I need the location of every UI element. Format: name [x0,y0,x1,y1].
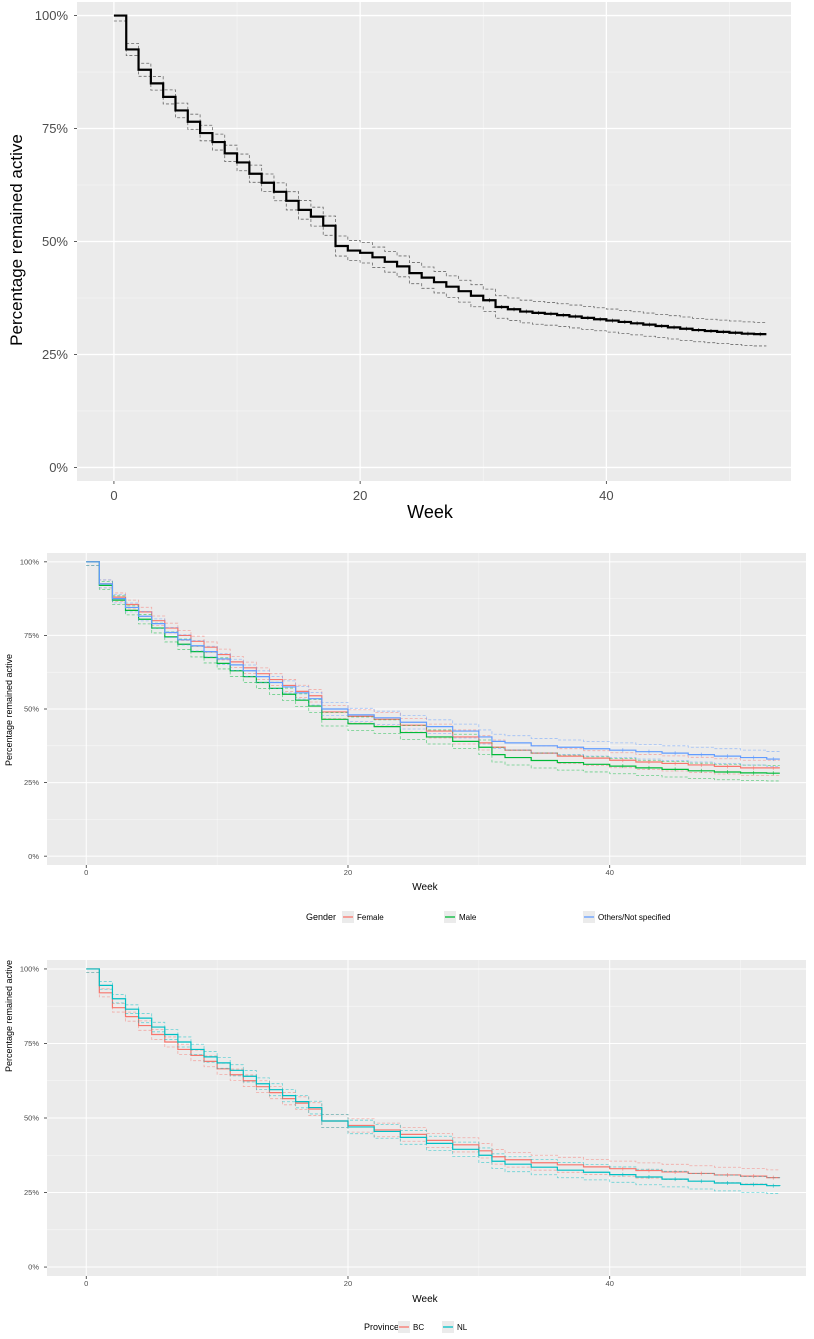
x-tick-label: 0 [84,1279,88,1288]
series-group [86,561,780,782]
legend-title: Province [364,1322,399,1332]
y-axis-title: Percentage remained active [4,960,14,1072]
chart-overall: 0% 25% 50% 75% 100% 0 20 40 Week Percentage re… [7,2,791,522]
series-group [113,14,767,347]
legend-label-nl: NL [457,1323,468,1332]
x-axis-title: Week [412,882,438,893]
ci-upper-bc [86,968,780,1171]
x-tick-labels: 0 20 40 [110,481,614,503]
grid-lines [47,553,806,865]
y-tick-label: 75% [24,631,39,640]
y-tick-label: 25% [24,1188,39,1197]
y-tick-labels: 0% 25% 50% 75% 100% [20,557,47,861]
y-tick-label: 50% [24,705,39,714]
ci-upper-overall [113,15,767,323]
y-tick-label: 0% [28,1263,39,1272]
chart-gender: 0% 25% 50% 75% 100% 0 20 40 Week Percentage re… [4,553,806,923]
ci-upper-nl [86,968,781,1179]
ci-lower-nl [86,972,781,1194]
x-tick-label: 20 [344,1279,352,1288]
y-axis-title: Percentage remained active [4,654,14,766]
ci-lower-overall [113,20,767,347]
y-tick-label: 0% [49,460,68,475]
x-axis-title: Week [407,502,454,522]
legend-label-bc: BC [413,1323,424,1332]
x-tick-label: 40 [606,1279,614,1288]
x-tick-label: 40 [599,488,613,503]
y-tick-label: 50% [24,1114,39,1123]
y-tick-labels: 0% 25% 50% 75% 100% [35,8,77,475]
ci-upper-others-not-specified [86,561,780,752]
legend-label-others-not-specified: Others/Not specified [598,913,670,922]
legend-province: Province BC NL [364,1321,468,1333]
series-line-overall [113,14,767,336]
x-tick-label: 0 [84,868,88,877]
legend-label-female: Female [357,913,384,922]
x-tick-labels: 0 20 40 [84,865,614,877]
legend-gender: Gender Female Male Others/Not specified [306,911,670,923]
grid-lines [47,960,806,1276]
series-group [86,968,781,1194]
y-tick-label: 100% [35,8,69,23]
series-line-nl [86,968,781,1187]
x-tick-label: 40 [606,868,614,877]
y-tick-label: 25% [42,347,68,362]
series-line-male [86,561,780,774]
y-tick-label: 50% [42,234,68,249]
x-tick-labels: 0 20 40 [84,1276,614,1288]
legend-title: Gender [306,912,336,922]
x-tick-label: 20 [353,488,367,503]
ci-lower-bc [86,972,780,1186]
ci-upper-male [86,561,780,766]
y-axis-title: Percentage remained active [7,134,26,346]
legend-label-male: Male [459,913,477,922]
x-tick-label: 20 [344,868,352,877]
y-tick-label: 0% [28,852,39,861]
chart-province: 0% 25% 50% 75% 100% 0 20 40 Week Percentage re… [4,960,806,1333]
y-tick-labels: 0% 25% 50% 75% 100% [20,965,47,1272]
x-axis-title: Week [412,1294,438,1305]
y-tick-label: 25% [24,778,39,787]
y-tick-label: 100% [20,965,40,974]
y-tick-label: 75% [42,121,68,136]
y-tick-label: 100% [20,557,40,566]
x-tick-label: 0 [110,488,117,503]
series-line-others-not-specified [86,561,780,760]
y-tick-label: 75% [24,1039,39,1048]
ci-lower-male [86,564,780,782]
ci-lower-others-not-specified [86,564,780,767]
